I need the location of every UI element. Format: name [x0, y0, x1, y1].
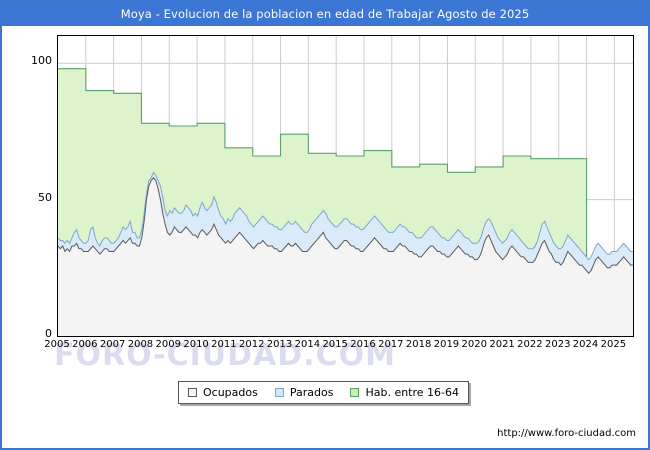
y-axis-tick-label: 50 — [38, 190, 52, 204]
x-axis-tick-label: 2008 — [127, 339, 154, 350]
series-line-ocupados — [58, 177, 633, 275]
y-axis-tick-label: 100 — [31, 54, 52, 68]
x-axis-tick-label: 2013 — [266, 339, 293, 350]
x-axis-tick-label: 2010 — [183, 339, 209, 350]
x-axis-tick-label: 2012 — [238, 339, 265, 350]
legend-swatch-parados-icon — [274, 388, 284, 397]
x-axis-tick-label: 2021 — [489, 339, 515, 350]
x-axis-tick-label: 2016 — [350, 339, 376, 350]
x-axis-tick-label: 2020 — [461, 339, 487, 350]
y-axis-tick-label: 0 — [45, 327, 52, 340]
x-axis-tick-label: 2023 — [544, 339, 571, 350]
x-axis-tick-label: 2019 — [433, 339, 460, 350]
chart-canvas — [58, 36, 633, 336]
legend-item-ocupados[interactable]: Ocupados — [188, 386, 258, 399]
x-axis: 2005 2006 2007 2008 2009 2010 2011 2012 2013 2014… — [44, 339, 635, 357]
plot-area — [57, 35, 634, 337]
legend-swatch-ocupados-icon — [188, 388, 197, 397]
series-line-parados — [58, 171, 633, 261]
x-axis-tick-label: 2024 — [572, 339, 599, 350]
legend-item-hab[interactable]: Hab. entre 16-64 — [350, 386, 459, 399]
x-axis-tick-label: 2022 — [517, 339, 543, 350]
legend-label-parados: Parados — [289, 386, 334, 399]
x-axis-tick-label: 2005 — [44, 339, 70, 350]
x-axis-tick-label: 2009 — [155, 339, 181, 350]
x-axis-tick-label: 2017 — [378, 339, 404, 350]
x-axis-tick-label: 2014 — [294, 339, 321, 350]
series-area-ocupados — [58, 177, 633, 336]
legend-label-ocupados: Ocupados — [203, 386, 258, 399]
x-axis-tick-label: 2011 — [211, 339, 237, 350]
legend-label-hab: Hab. entre 16-64 — [365, 386, 460, 399]
series-line-hab-16-64 — [58, 68, 633, 336]
x-axis-tick-label: 2018 — [405, 339, 432, 350]
chart-legend: Ocupados Parados Hab. entre 16-64 — [178, 381, 470, 404]
chart-title: Moya - Evolucion de la poblacion en edad… — [120, 7, 530, 21]
x-axis-tick-label: 2015 — [322, 339, 348, 350]
source-url: http://www.foro-ciudad.com — [497, 428, 636, 439]
window-titlebar: Moya - Evolucion de la poblacion en edad… — [2, 2, 648, 26]
x-axis-tick-label: 2025 — [600, 339, 627, 350]
legend-item-parados[interactable]: Parados — [274, 386, 334, 399]
legend-swatch-hab-icon — [350, 388, 360, 397]
x-axis-tick-label: 2006 — [72, 339, 98, 350]
x-axis-tick-label: 2007 — [99, 339, 126, 350]
y-axis: 0 50 100 — [2, 2, 52, 342]
